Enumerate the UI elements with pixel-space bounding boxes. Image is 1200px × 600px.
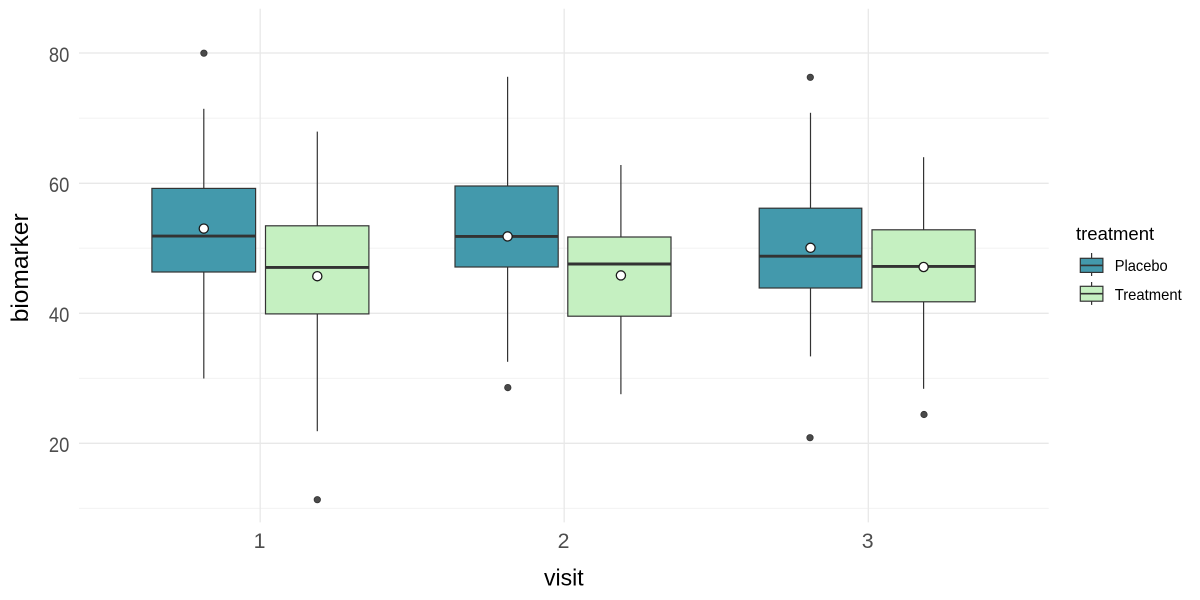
svg-text:40: 40 [49,303,70,327]
svg-text:20: 20 [49,433,70,457]
svg-text:Treatment: Treatment [1115,287,1183,304]
svg-text:60: 60 [49,173,70,197]
svg-text:1: 1 [254,529,266,553]
svg-text:3: 3 [862,529,874,553]
svg-text:visit: visit [544,565,584,591]
svg-text:80: 80 [49,43,70,67]
svg-text:2: 2 [558,529,570,553]
svg-text:biomarker: biomarker [7,213,34,322]
svg-text:treatment: treatment [1076,223,1154,244]
svg-text:Placebo: Placebo [1115,258,1168,275]
